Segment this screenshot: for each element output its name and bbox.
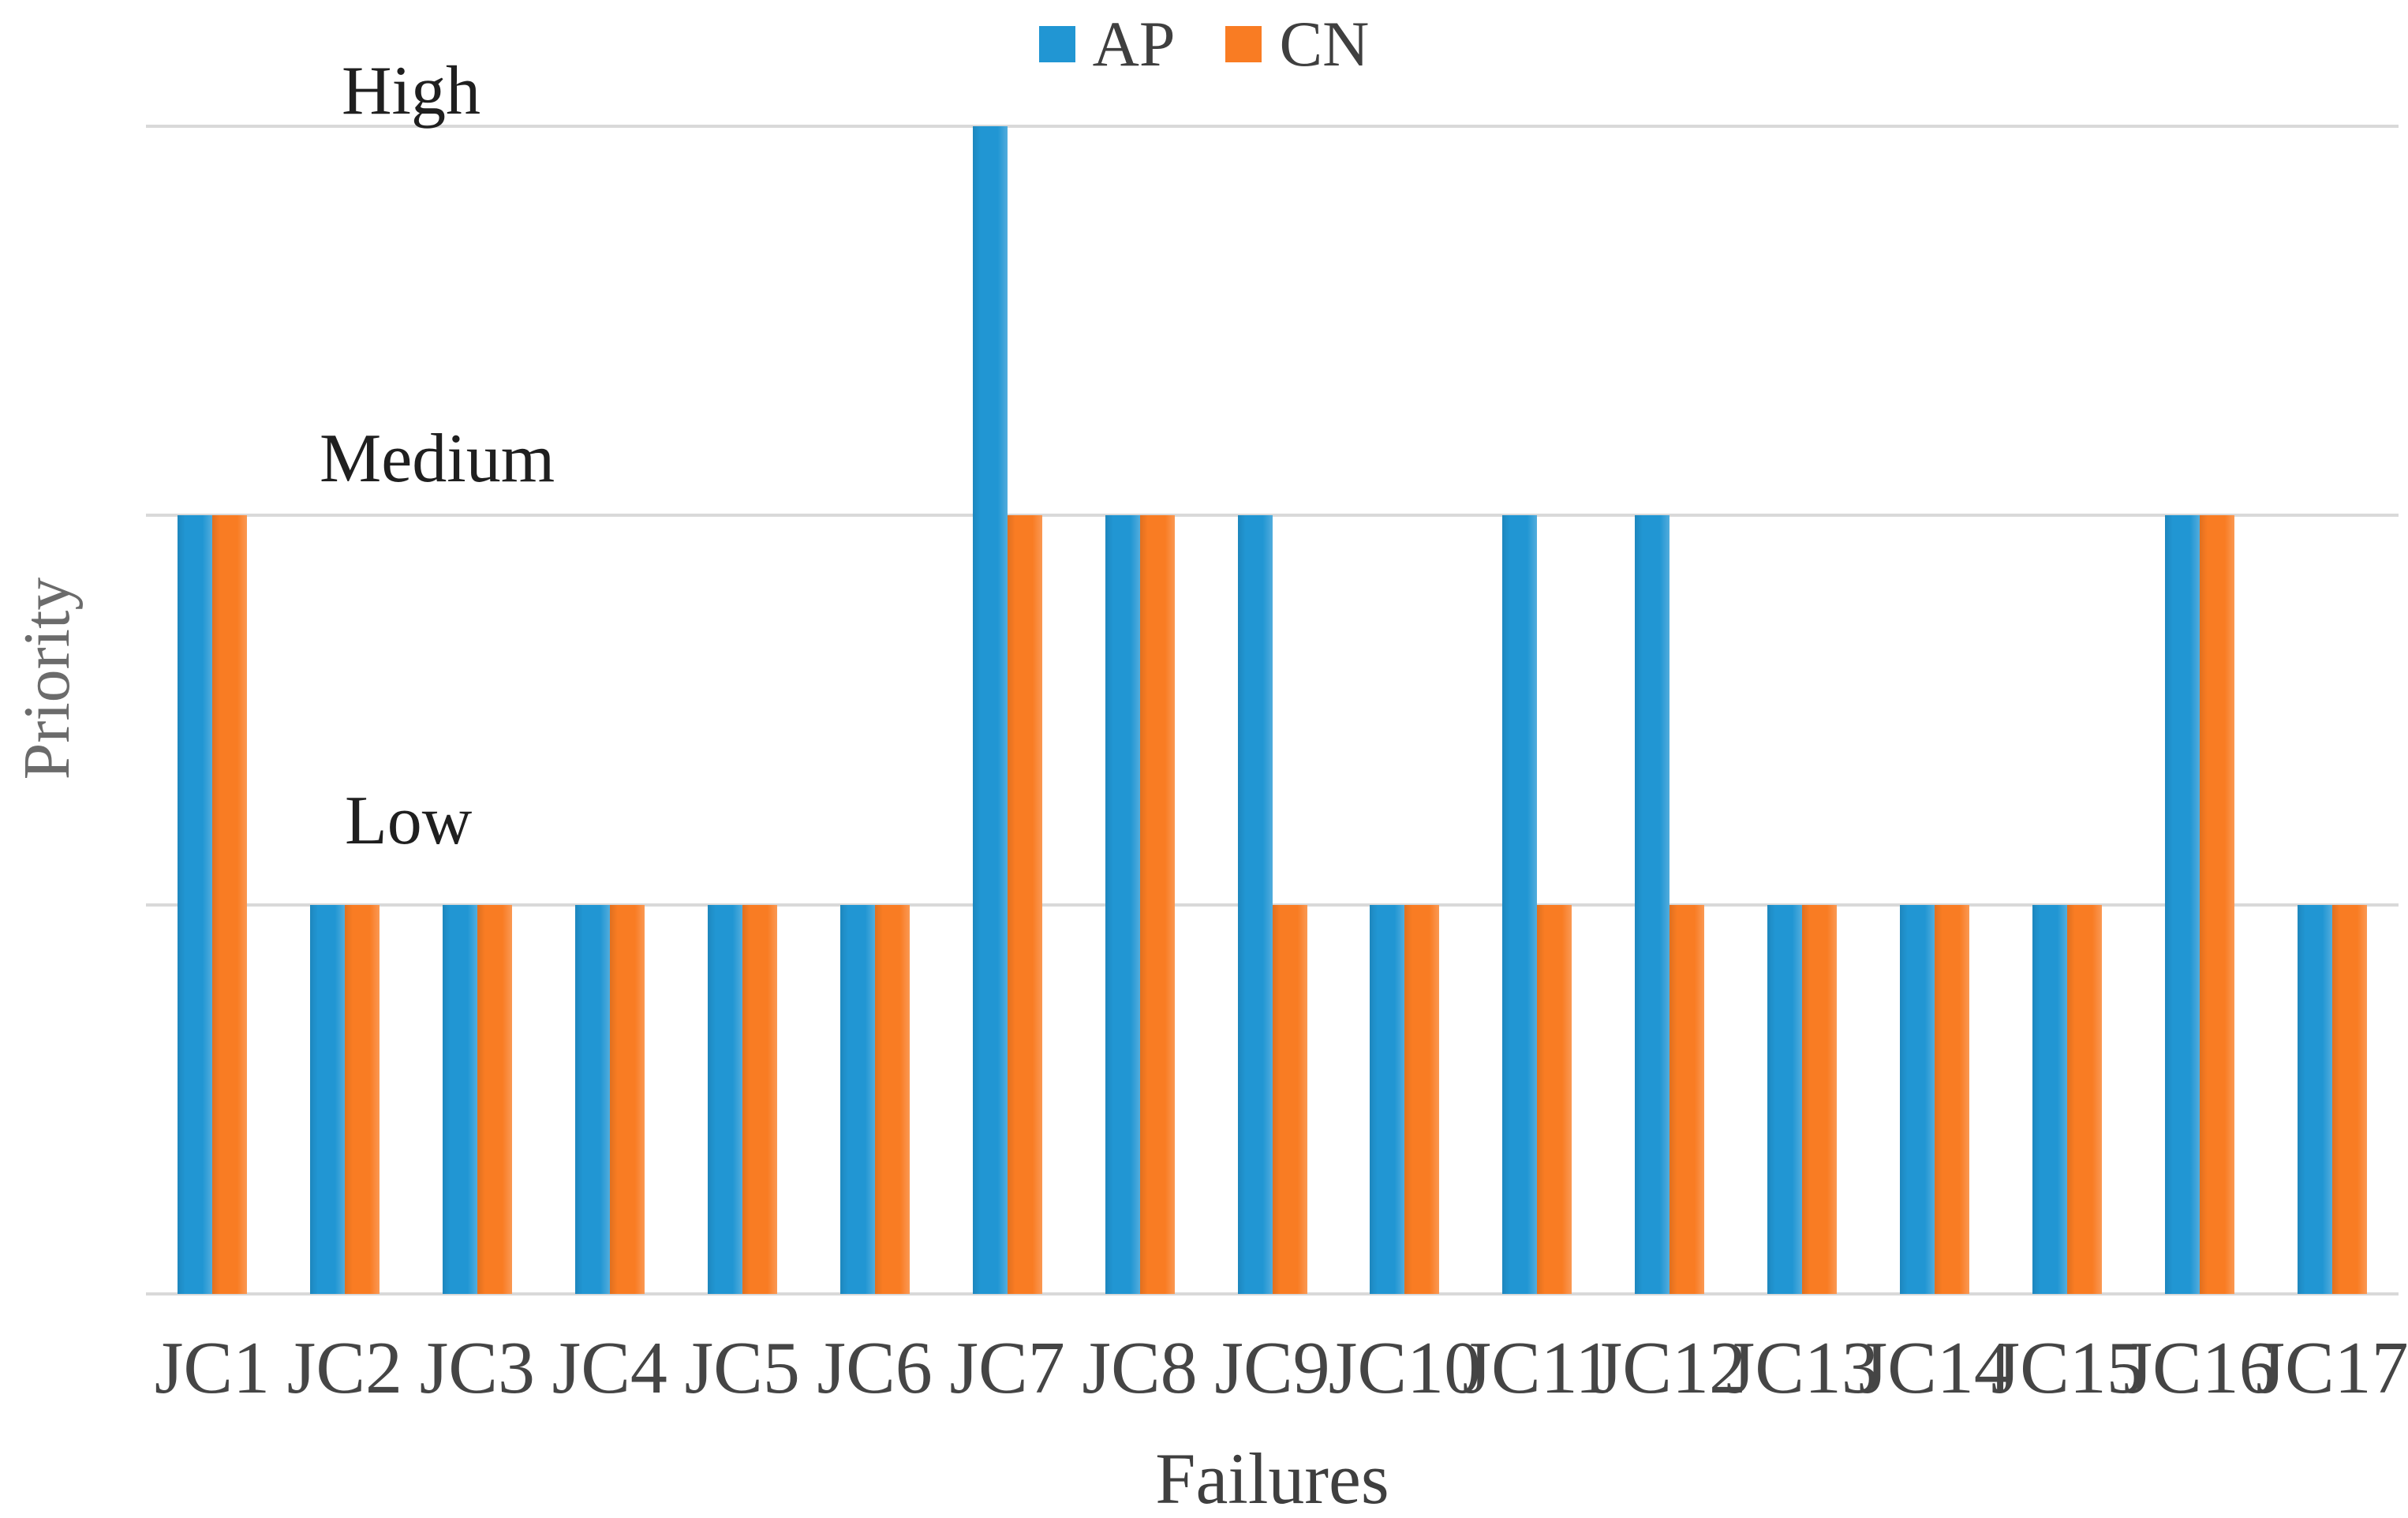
legend-label-ap: AP [1092,8,1176,80]
legend-item-cn: CN [1225,12,1369,77]
bar-cn-jc15 [2067,904,2103,1294]
bar-ap-jc7 [972,126,1008,1294]
x-label-jc17: JC17 [2256,1327,2408,1409]
bar-cn-jc6 [874,904,910,1294]
bar-ap-jc9 [1237,515,1273,1294]
x-label-jc8: JC8 [1082,1327,1198,1409]
x-label-jc11: JC11 [1462,1327,1613,1409]
legend: AP CN [0,6,2408,82]
x-label-jc15: JC15 [1991,1327,2144,1409]
x-label-jc10: JC10 [1328,1327,1482,1409]
bar-cn-jc1 [211,515,247,1294]
bar-cn-jc11 [1537,904,1572,1294]
x-label-jc12: JC12 [1593,1327,1746,1409]
bar-ap-jc6 [839,904,875,1294]
gridline-3 [146,125,2399,128]
bar-ap-jc10 [1370,904,1405,1294]
x-label-jc5: JC5 [684,1327,800,1409]
bar-cn-jc2 [344,904,380,1294]
x-label-jc2: JC2 [286,1327,403,1409]
x-label-jc7: JC7 [949,1327,1065,1409]
legend-swatch-ap [1038,26,1075,62]
x-label-jc14: JC14 [1858,1327,2011,1409]
bar-cn-jc14 [1935,904,1970,1294]
bar-ap-jc14 [1900,904,1935,1294]
legend-swatch-cn [1225,26,1262,62]
y-tick-low: Low [345,783,473,859]
gridline-2 [146,514,2399,518]
bar-ap-jc4 [574,904,610,1294]
bar-cn-jc7 [1007,515,1042,1294]
x-label-jc6: JC6 [817,1327,933,1409]
bar-ap-jc12 [1635,515,1670,1294]
bar-cn-jc12 [1670,904,1705,1294]
bar-ap-jc17 [2298,904,2333,1294]
bar-cn-jc16 [2200,515,2235,1294]
y-tick-medium: Medium [320,421,555,497]
bar-cn-jc9 [1272,904,1307,1294]
legend-item-ap: AP [1038,8,1176,80]
x-label-jc9: JC9 [1214,1327,1330,1409]
x-label-jc16: JC16 [2123,1327,2276,1409]
bar-cn-jc5 [742,904,777,1294]
bar-ap-jc16 [2165,515,2200,1294]
bar-ap-jc15 [2032,904,2068,1294]
bar-cn-jc13 [1802,904,1838,1294]
bar-ap-jc8 [1105,515,1140,1294]
bar-ap-jc13 [1767,904,1803,1294]
bar-cn-jc17 [2332,904,2368,1294]
x-label-jc3: JC3 [419,1327,535,1409]
x-label-jc1: JC1 [154,1327,271,1409]
bar-ap-jc1 [177,515,212,1294]
bar-cn-jc3 [477,904,512,1294]
gridline-0 [146,1292,2399,1296]
bar-ap-jc5 [707,904,742,1294]
bar-cn-jc4 [609,904,645,1294]
bar-cn-jc10 [1404,904,1440,1294]
legend-label-cn: CN [1279,8,1370,80]
x-label-jc13: JC13 [1726,1327,1879,1409]
x-label-jc4: JC4 [552,1327,667,1409]
bar-ap-jc2 [309,904,345,1294]
y-tick-high: High [342,53,480,129]
bar-ap-jc11 [1502,515,1538,1294]
x-axis-title: Failures [1155,1438,1389,1518]
bar-ap-jc3 [442,904,477,1294]
bar-cn-jc8 [1139,515,1175,1294]
